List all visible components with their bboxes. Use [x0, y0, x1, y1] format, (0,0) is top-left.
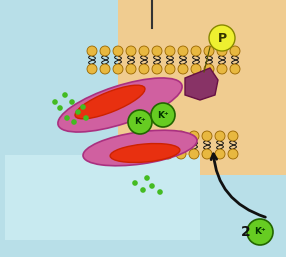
FancyBboxPatch shape	[118, 0, 286, 175]
FancyBboxPatch shape	[5, 155, 200, 240]
Circle shape	[52, 99, 58, 105]
Circle shape	[83, 115, 89, 121]
Text: K⁺: K⁺	[254, 227, 266, 236]
Circle shape	[247, 219, 273, 245]
Circle shape	[100, 64, 110, 74]
Text: P: P	[217, 32, 227, 44]
Circle shape	[57, 105, 63, 111]
Circle shape	[204, 46, 214, 56]
Circle shape	[87, 64, 97, 74]
Circle shape	[178, 46, 188, 56]
Circle shape	[144, 175, 150, 181]
Circle shape	[75, 109, 81, 115]
Circle shape	[178, 64, 188, 74]
Circle shape	[215, 131, 225, 141]
Circle shape	[149, 183, 155, 189]
Circle shape	[69, 99, 75, 105]
Circle shape	[176, 131, 186, 141]
Circle shape	[191, 46, 201, 56]
Circle shape	[165, 46, 175, 56]
Circle shape	[87, 46, 97, 56]
Circle shape	[230, 46, 240, 56]
Circle shape	[126, 46, 136, 56]
Circle shape	[151, 103, 175, 127]
Circle shape	[71, 119, 77, 125]
Ellipse shape	[83, 130, 197, 166]
Text: K⁺: K⁺	[157, 111, 169, 120]
Circle shape	[202, 131, 212, 141]
Circle shape	[189, 131, 199, 141]
Circle shape	[128, 110, 152, 134]
Circle shape	[163, 149, 173, 159]
Circle shape	[189, 149, 199, 159]
Circle shape	[204, 64, 214, 74]
Circle shape	[152, 64, 162, 74]
Circle shape	[113, 46, 123, 56]
Circle shape	[176, 149, 186, 159]
Circle shape	[113, 64, 123, 74]
Polygon shape	[185, 68, 218, 100]
Circle shape	[157, 189, 163, 195]
Circle shape	[217, 64, 227, 74]
Circle shape	[230, 64, 240, 74]
Circle shape	[140, 187, 146, 193]
Circle shape	[152, 46, 162, 56]
Circle shape	[163, 131, 173, 141]
Circle shape	[215, 149, 225, 159]
Circle shape	[62, 92, 68, 98]
Circle shape	[202, 149, 212, 159]
Ellipse shape	[58, 78, 182, 132]
Circle shape	[64, 115, 70, 121]
Circle shape	[150, 131, 160, 141]
Circle shape	[209, 25, 235, 51]
Ellipse shape	[75, 85, 145, 119]
Circle shape	[80, 104, 86, 110]
Circle shape	[150, 149, 160, 159]
Text: 2: 2	[241, 225, 251, 239]
Circle shape	[228, 131, 238, 141]
Circle shape	[139, 64, 149, 74]
Text: K⁺: K⁺	[134, 117, 146, 126]
Circle shape	[228, 149, 238, 159]
Circle shape	[139, 46, 149, 56]
Circle shape	[100, 46, 110, 56]
Ellipse shape	[110, 143, 180, 162]
Circle shape	[132, 180, 138, 186]
Circle shape	[165, 64, 175, 74]
Circle shape	[191, 64, 201, 74]
Circle shape	[217, 46, 227, 56]
Circle shape	[126, 64, 136, 74]
